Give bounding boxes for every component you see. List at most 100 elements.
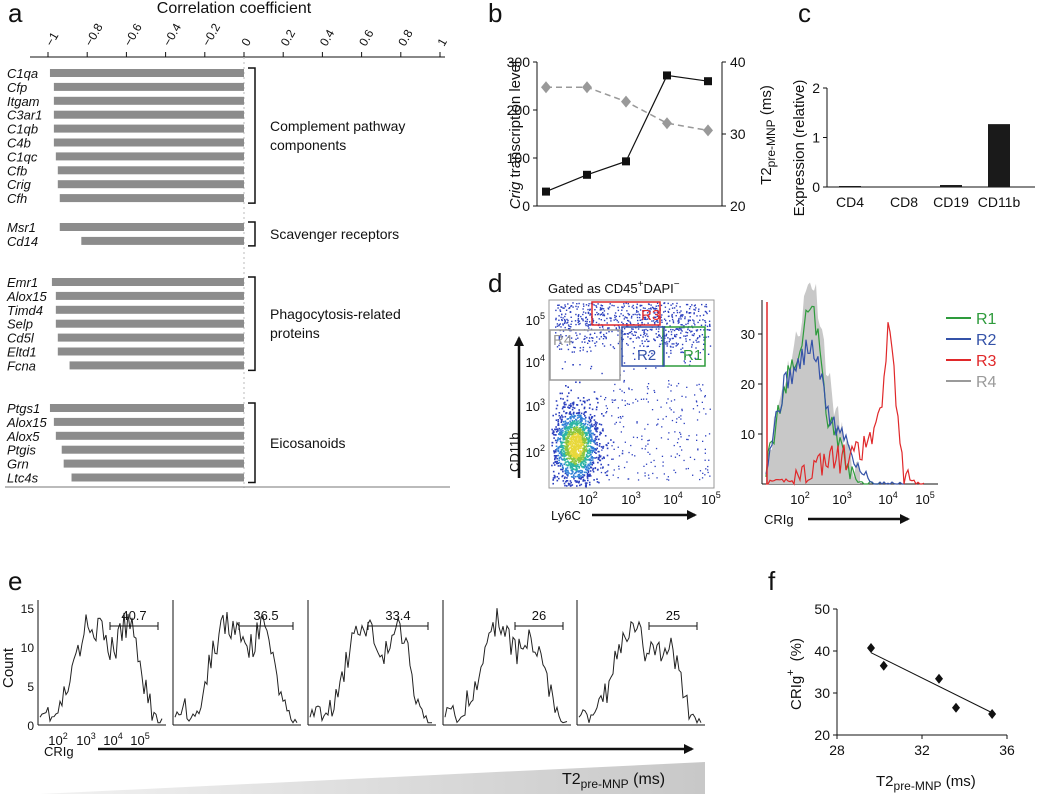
panel-d-dot <box>632 341 634 343</box>
panel-d-gate-text: Gated as CD45+DAPI− <box>548 279 680 296</box>
panel-f-xtick-label: 28 <box>829 742 845 758</box>
panel-d-dot <box>617 306 619 309</box>
panel-d-dot <box>625 302 627 304</box>
panel-d-dot <box>632 436 635 438</box>
panel-d-dot <box>581 403 583 406</box>
panel-d-dot <box>557 422 560 425</box>
panel-d-dot <box>587 452 589 454</box>
panel-f-point <box>867 643 875 654</box>
panel-d-dot <box>683 335 685 337</box>
panel-d-dot <box>562 307 564 309</box>
panel-d-dot <box>612 474 614 476</box>
panel-d-dot <box>572 442 575 444</box>
panel-d-dot <box>683 360 685 362</box>
panel-d-dot <box>698 308 700 310</box>
panel-d-dot <box>627 319 629 322</box>
panel-d-dot <box>552 482 554 485</box>
panel-d-dot <box>563 450 565 452</box>
panel-d-dot <box>665 319 667 322</box>
panel-d-dot <box>567 303 569 305</box>
panel-d-dot <box>581 444 583 447</box>
panel-a-gene-label: C1qc <box>7 149 38 164</box>
panel-d-dot <box>596 422 598 424</box>
panel-d-dot <box>565 385 567 387</box>
panel-d-dot <box>629 321 631 323</box>
panel-d-dot <box>590 454 592 456</box>
panel-d-dot <box>572 459 574 461</box>
panel-d-dot <box>634 358 636 360</box>
panel-d-dot <box>583 466 586 469</box>
panel-d-dot <box>564 320 566 322</box>
panel-d-dot <box>560 341 562 344</box>
panel-d-dot <box>583 428 586 431</box>
panel-d-dot <box>558 337 561 339</box>
panel-d-dot <box>600 304 602 307</box>
panel-d-dot <box>704 321 707 324</box>
panel-dh-xtick-label-base: 10 <box>790 492 804 507</box>
panel-d-gate-label: R3 <box>641 307 660 324</box>
panel-d-dot <box>668 330 670 333</box>
panel-d-dot <box>578 416 580 418</box>
panel-d-dot <box>655 333 657 335</box>
panel-d-dot <box>572 427 575 429</box>
panel-d-dot <box>646 392 649 395</box>
panel-d-dot <box>583 437 586 439</box>
panel-d-dot <box>614 423 616 425</box>
panel-d-dot <box>704 305 706 308</box>
panel-d-dot <box>567 482 570 485</box>
panel-d-dot <box>584 482 587 484</box>
panel-d-dot <box>671 316 674 318</box>
panel-d-dot <box>676 328 678 330</box>
panel-d-dot <box>644 428 646 430</box>
panel-d-dot <box>584 449 586 451</box>
panel-d-dot <box>565 480 568 482</box>
panel-d-dot <box>662 461 664 463</box>
panel-d-dot <box>636 309 638 312</box>
panel-d-dot <box>574 458 576 460</box>
panel-d-dot <box>574 429 577 431</box>
panel-d-dot <box>563 435 566 437</box>
panel-d-dot <box>560 434 563 436</box>
panel-d-dot <box>585 438 587 440</box>
panel-d-dot <box>670 333 673 336</box>
panel-d-dot <box>566 457 569 460</box>
panel-d-ytick-label-base: 10 <box>526 399 540 414</box>
panel-d-dot <box>574 451 576 453</box>
panel-d-dot <box>683 459 685 462</box>
panel-d-dot <box>607 442 610 444</box>
panel-d-dot <box>588 481 591 484</box>
panel-a-bar <box>49 404 245 412</box>
panel-d-dot <box>571 460 574 462</box>
panel-d-dot <box>584 415 586 417</box>
panel-d-dot <box>567 450 569 452</box>
panel-d-dot <box>584 479 586 482</box>
panel-d-dot <box>559 336 561 338</box>
panel-d-dot <box>555 407 558 410</box>
panel-d-dot <box>702 472 704 474</box>
panel-d-dot <box>635 306 638 308</box>
panel-d-dot <box>562 480 565 482</box>
panel-d-dot <box>576 404 578 406</box>
panel-d-dot <box>577 476 580 479</box>
panel-d-dot <box>650 304 652 306</box>
panel-d-dot <box>558 325 560 327</box>
panel-d-dot <box>571 351 573 353</box>
panel-d-dot <box>602 343 604 345</box>
panel-d-dot <box>682 351 685 354</box>
panel-d-dot <box>623 318 625 320</box>
panel-d-dot <box>578 444 580 447</box>
panel-d-dot <box>567 435 569 438</box>
panel-d-dot <box>586 427 589 429</box>
panel-d-dot <box>575 427 577 430</box>
panel-d-dot <box>612 441 615 444</box>
panel-d-dot <box>577 430 580 433</box>
panel-d-dot <box>702 348 704 351</box>
panel-d-dot <box>557 429 559 431</box>
panel-d-dot <box>599 309 601 311</box>
panel-d-dot <box>641 435 643 437</box>
panel-d-dot <box>685 468 687 470</box>
panel-d-dot <box>687 328 689 331</box>
panel-d-dot <box>589 458 591 461</box>
panel-d-gate-label: R2 <box>637 347 656 364</box>
